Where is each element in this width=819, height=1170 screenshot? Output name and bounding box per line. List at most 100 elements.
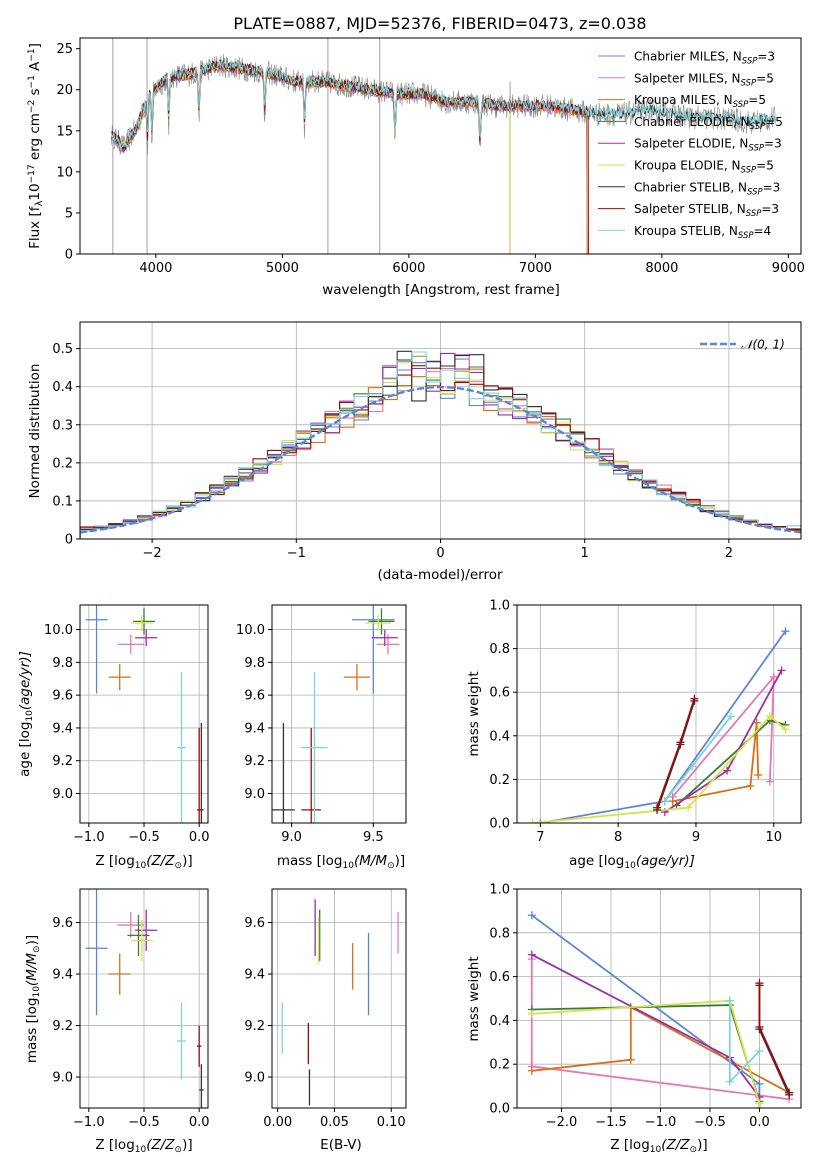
plot-area — [528, 627, 790, 823]
weight-vs-z-panel: −2.0 −1.5 −1.0 −0.5 0.0 0.0 0.2 0.4 0.6 0.8 1.0 — [489, 883, 802, 1130]
legend-label-kroupa-miles: Kroupa MILES, NSSP=5 — [634, 93, 766, 110]
point-chabrier-stelib — [199, 1064, 204, 1108]
y-tick-label: 9.2 — [52, 754, 73, 769]
series-salpeter-elodie — [527, 950, 764, 1102]
y-tick-label: 1.0 — [489, 883, 510, 898]
point-salpeter-elodie — [135, 629, 158, 646]
legend-label-kroupa-elodie: Kroupa ELODIE, NSSP=5 — [634, 159, 774, 176]
y-tick-label: 1.0 — [489, 599, 510, 614]
age-vs-z-panel: −1.0 −0.5 0.0 9.0 9.2 9.4 9.6 9.8 10.0 — [44, 604, 210, 845]
x-tick-label: 8000 — [645, 261, 678, 276]
axes-frame — [271, 604, 407, 824]
series-marker — [668, 797, 677, 806]
x-tick-label: −1.0 — [73, 830, 105, 845]
point-kroupa-stelib — [177, 672, 186, 823]
y-tick-label: 5 — [65, 206, 73, 221]
x-tick-label: 0 — [436, 546, 444, 561]
y-tick-label: 9.0 — [52, 787, 73, 802]
x-tick-label: 0.10 — [377, 1115, 406, 1130]
point-salpeter-elodie — [135, 909, 158, 951]
x-tick-label: 7 — [536, 830, 544, 845]
y-tick-label: 15 — [56, 124, 73, 139]
x-tick-label: −2.0 — [546, 1115, 578, 1130]
series-marker — [725, 1077, 734, 1086]
series-kroupa-elodie — [528, 712, 790, 823]
x-tick-label: 8 — [614, 830, 622, 845]
series-marker — [755, 1022, 764, 1031]
point-kroupa-miles — [343, 664, 371, 691]
spectrum-ylabel: Flux [fλ10−17 erg cm−2 s−1 A−1] — [27, 43, 45, 249]
x-tick-label: −1.0 — [73, 1115, 105, 1130]
spectrum-xlabel: wavelength [Angstrom, rest frame] — [322, 282, 560, 298]
y-tick-label: 9.8 — [52, 656, 73, 671]
axes-frame — [271, 888, 407, 1109]
series-marker — [765, 777, 774, 786]
x-tick-label: 2 — [725, 546, 733, 561]
grid — [272, 889, 406, 1108]
age-vs-z-xlabel: Z [log10(Z/Z⊙)] — [95, 853, 192, 871]
y-tick-label: 9.8 — [244, 656, 265, 671]
x-tick-label: 9 — [692, 830, 700, 845]
x-tick-label: 9.5 — [363, 830, 384, 845]
series-marker — [755, 979, 764, 988]
series-marker — [777, 666, 786, 675]
series-line — [531, 1005, 790, 1094]
axes-frame — [79, 37, 802, 255]
age-vs-mass-xlabel: mass [log10(M/M⊙)] — [277, 853, 405, 871]
spectrum-legend: Chabrier MILES, NSSP=3 Salpeter MILES, NS… — [598, 50, 783, 241]
y-tick-label: 0.5 — [52, 342, 73, 357]
point-chabrier-elodie — [132, 608, 156, 635]
gaussian-legend-label: 𝒩(0, 1) — [741, 338, 785, 352]
residual-ylabel: Normed distribution — [27, 364, 43, 499]
series-marker — [755, 1079, 764, 1088]
plot-area — [272, 605, 400, 823]
x-tick-label: 5000 — [266, 261, 299, 276]
plot-area — [85, 889, 204, 1108]
mass-vs-ebv-xlabel: E(B-V) — [320, 1137, 362, 1153]
series-line — [531, 953, 761, 1098]
series-marker — [769, 672, 778, 681]
mass-vs-ebv-panel: 0.00 0.05 0.10 9.0 9.2 9.4 9.6 — [244, 888, 407, 1130]
series-marker — [746, 781, 755, 790]
y-tick-label: 0.2 — [52, 456, 73, 471]
plot-area — [111, 38, 777, 254]
gaussian-curve — [80, 385, 801, 534]
spectrum-panel: 4000 5000 6000 7000 8000 9000 0 5 10 15 20 25 Chabri… — [56, 37, 805, 276]
series-line — [656, 698, 696, 809]
y-tick-label: 0.4 — [489, 1014, 510, 1029]
point-chabrier-elodie — [368, 608, 395, 635]
weight-vs-z-ylabel: mass weight — [466, 956, 482, 1041]
series-marker — [723, 766, 732, 775]
y-tick-label: 0.3 — [52, 418, 73, 433]
series-kroupa-stelib — [725, 996, 764, 1086]
weight-vs-age-panel: 7 8 9 10 0.0 0.2 0.4 0.6 0.8 1.0 — [489, 599, 802, 845]
y-tick-label: 20 — [56, 83, 73, 98]
point-salpeter-stelib — [196, 1025, 202, 1067]
y-tick-label: 9.6 — [244, 916, 265, 931]
residual-xlabel: (data-model)/error — [377, 567, 503, 583]
series-salpeter-miles — [668, 672, 778, 801]
y-tick-label: 0.0 — [489, 1102, 510, 1117]
series-marker — [527, 911, 536, 920]
x-tick-label: 0.0 — [189, 830, 210, 845]
series-kroupa-miles — [668, 718, 763, 806]
series-marker — [781, 627, 790, 636]
x-tick-label: −0.5 — [694, 1115, 726, 1130]
series-marker — [726, 712, 735, 721]
series-line — [672, 722, 760, 803]
y-tick-label: 9.6 — [52, 916, 73, 931]
spectrum-title: PLATE=0887, MJD=52376, FIBERID=0473, z=0… — [233, 14, 646, 33]
series-marker — [765, 712, 774, 721]
plot-area — [527, 911, 794, 1108]
y-tick-label: 9.2 — [52, 1019, 73, 1034]
model-spectrum-kroupa-stelib — [111, 59, 777, 148]
x-tick-label: 10 — [765, 830, 782, 845]
point-kroupa-stelib — [301, 672, 328, 823]
x-tick-label: −1.0 — [645, 1115, 677, 1130]
x-tick-label: 0.00 — [263, 1115, 292, 1130]
x-tick-label: 0.05 — [320, 1115, 349, 1130]
point-kroupa-miles — [108, 953, 131, 995]
point-salpeter-stelib — [196, 727, 202, 823]
x-tick-label: 0.0 — [189, 1115, 210, 1130]
